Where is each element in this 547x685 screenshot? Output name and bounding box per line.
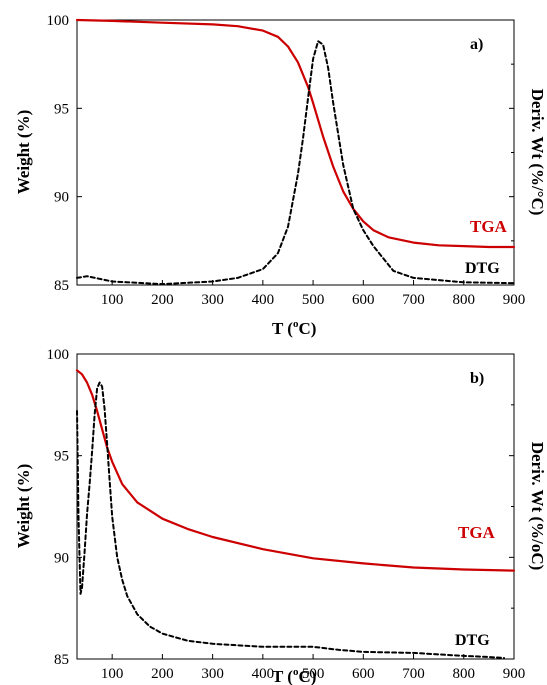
y2-axis-title-b: Deriv. Wt (%/oC) (528, 442, 547, 571)
y-tick-label-a-3: 100 (47, 13, 70, 29)
x-tick-labels-a: 100 200 300 400 500 600 700 800 900 (101, 292, 525, 308)
x-tick-label-a-0: 100 (101, 292, 124, 308)
x-tick-labels-b: 100 200 300 400 500 600 700 800 900 (101, 666, 525, 682)
x-tick-label-b-7: 800 (453, 666, 476, 682)
x-tick-label-a-8: 900 (503, 292, 526, 308)
x-tick-label-b-4: 500 (302, 666, 325, 682)
y-tick-label-b-0: 85 (54, 652, 69, 668)
series-label-dtg-b: DTG (455, 632, 490, 649)
series-label-tga-a: TGA (470, 217, 508, 236)
series-line-tga-a (75, 18, 516, 249)
y-tick-label-b-1: 90 (54, 550, 69, 566)
x-axis-title-a: T (oC) (272, 318, 316, 338)
y-tick-label-a-2: 95 (54, 101, 69, 117)
y-tick-label-a-1: 90 (54, 190, 69, 206)
series-group-b (75, 369, 516, 659)
x-tick-label-a-6: 700 (402, 292, 425, 308)
x-tick-label-b-2: 300 (201, 666, 224, 682)
x-tick-label-a-2: 300 (201, 292, 224, 308)
x-tick-label-a-1: 200 (151, 292, 174, 308)
x-tick-label-b-5: 600 (352, 666, 375, 682)
y2-axis-title-a: Deriv. Wt (%/°C) (528, 89, 547, 216)
y-axis-title-a: Weight (%) (14, 110, 33, 195)
y-tick-labels-b: 85 90 95 100 (47, 347, 70, 668)
series-line-tga-b (75, 369, 516, 572)
panel-label-b: b) (470, 370, 484, 387)
panel-label-a: a) (470, 36, 483, 53)
series-label-dtg-a: DTG (465, 260, 500, 277)
panel-a: 100 200 300 400 500 600 700 800 900 85 90 95 100 a)… (14, 13, 547, 338)
x-tick-label-a-5: 600 (352, 292, 375, 308)
x-tick-label-b-6: 700 (402, 666, 425, 682)
x-tick-label-a-4: 500 (302, 292, 325, 308)
x-tick-label-a-3: 400 (252, 292, 275, 308)
series-label-tga-b: TGA (458, 523, 496, 542)
x-axis-title-b: T (oC) (272, 666, 316, 685)
y-tick-labels-a: 85 90 95 100 (47, 13, 70, 294)
series-group-a (75, 18, 516, 286)
series-line-dtg-b (76, 381, 505, 659)
x-tick-label-a-7: 800 (453, 292, 476, 308)
x-tick-label-b-8: 900 (503, 666, 526, 682)
x-tick-label-b-1: 200 (151, 666, 174, 682)
y-axis-title-b: Weight (%) (14, 464, 33, 549)
y-tick-label-a-0: 85 (54, 278, 69, 294)
x-tick-label-b-0: 100 (101, 666, 124, 682)
y-tick-label-b-2: 95 (54, 449, 69, 465)
series-line-dtg-a (76, 40, 515, 286)
panel-b: 100 200 300 400 500 600 700 800 900 85 90 95 100 b)… (14, 347, 547, 685)
x-tick-label-b-3: 400 (252, 666, 275, 682)
y-tick-label-b-3: 100 (47, 347, 70, 363)
